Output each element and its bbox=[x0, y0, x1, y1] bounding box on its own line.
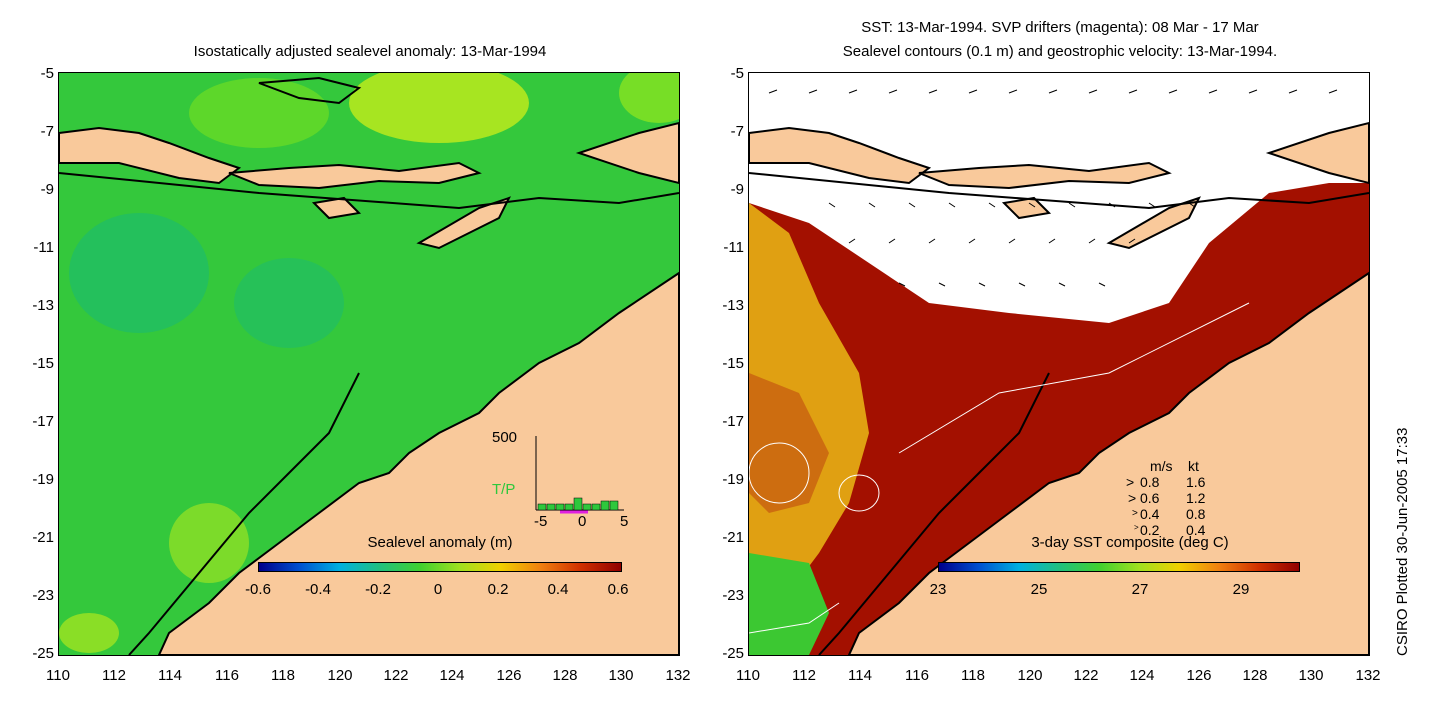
legend-arrow-icon: > bbox=[1134, 523, 1139, 532]
legend-header-kt: kt bbox=[1188, 458, 1199, 474]
y-tick: -7 bbox=[40, 123, 54, 140]
left-map-title: Isostatically adjusted sealevel anomaly:… bbox=[193, 43, 547, 60]
x-tick: 112 bbox=[792, 667, 816, 684]
x-tick: 130 bbox=[1298, 667, 1324, 684]
right-colorbar-tick: 23 bbox=[929, 581, 947, 598]
legend-ms-value: 0.8 bbox=[1140, 474, 1160, 490]
x-tick: 126 bbox=[1186, 667, 1212, 684]
inset-bars bbox=[535, 436, 624, 514]
inset-y-label: 500 bbox=[492, 429, 518, 446]
inset-series-label: T/P bbox=[492, 481, 516, 498]
x-tick: 128 bbox=[1242, 667, 1268, 684]
left-sealevel-map bbox=[58, 72, 680, 656]
left-colorbar-label: Sealevel anomaly (m) bbox=[367, 534, 513, 551]
left-colorbar-tick: -0.6 bbox=[245, 581, 271, 598]
left-colorbar-tick: 0 bbox=[433, 581, 443, 598]
y-tick: -5 bbox=[40, 65, 54, 82]
x-tick: 124 bbox=[439, 667, 465, 684]
x-tick: 120 bbox=[327, 667, 353, 684]
y-tick: -11 bbox=[723, 239, 744, 256]
legend-arrow-icon: > bbox=[1132, 508, 1138, 519]
legend-arrow-icon: > bbox=[1128, 490, 1137, 506]
legend-kt-value: 0.4 bbox=[1186, 522, 1206, 538]
inset-x-tick: 0 bbox=[578, 513, 587, 530]
legend-ms-value: 0.6 bbox=[1140, 490, 1160, 506]
left-colorbar-tick: 0.4 bbox=[547, 581, 569, 598]
left-colorbar-tick: -0.2 bbox=[365, 581, 391, 598]
tp-inset: 500 T/P -5 0 5 bbox=[490, 430, 630, 530]
y-tick: -7 bbox=[730, 123, 744, 140]
x-tick: 118 bbox=[271, 667, 295, 684]
legend-kt-value: 0.8 bbox=[1186, 506, 1206, 522]
y-tick: -23 bbox=[32, 587, 54, 604]
right-colorbar-label: 3-day SST composite (deg C) bbox=[1031, 534, 1229, 551]
x-tick: 130 bbox=[608, 667, 634, 684]
x-tick: 132 bbox=[665, 667, 691, 684]
inset-x-tick: 5 bbox=[620, 513, 629, 530]
x-tick: 128 bbox=[552, 667, 578, 684]
right-sst-map bbox=[748, 72, 1370, 656]
y-tick: -21 bbox=[722, 529, 744, 546]
x-tick: 118 bbox=[961, 667, 985, 684]
right-colorbar-tick: 29 bbox=[1232, 581, 1250, 598]
x-tick: 114 bbox=[848, 667, 872, 684]
x-tick: 122 bbox=[1073, 667, 1099, 684]
y-tick: -17 bbox=[722, 413, 744, 430]
y-tick: -15 bbox=[722, 355, 744, 372]
right-colorbar bbox=[938, 562, 1300, 572]
x-tick: 110 bbox=[46, 667, 70, 684]
y-tick: -19 bbox=[32, 471, 54, 488]
y-tick: -17 bbox=[32, 413, 54, 430]
left-map-graphic bbox=[59, 73, 679, 655]
right-colorbar-tick: 25 bbox=[1030, 581, 1048, 598]
right-map-title-line1: SST: 13-Mar-1994. SVP drifters (magenta)… bbox=[861, 19, 1259, 36]
x-tick: 126 bbox=[496, 667, 522, 684]
left-colorbar bbox=[258, 562, 622, 572]
y-tick: -23 bbox=[722, 587, 744, 604]
y-tick: -9 bbox=[730, 181, 744, 198]
y-tick: -25 bbox=[722, 645, 744, 662]
y-tick: -25 bbox=[32, 645, 54, 662]
y-tick: -15 bbox=[32, 355, 54, 372]
x-tick: 120 bbox=[1017, 667, 1043, 684]
left-colorbar-tick: 0.2 bbox=[487, 581, 509, 598]
y-tick: -19 bbox=[722, 471, 744, 488]
y-tick: -13 bbox=[722, 297, 744, 314]
x-tick: 114 bbox=[158, 667, 182, 684]
x-tick: 132 bbox=[1355, 667, 1381, 684]
x-tick: 116 bbox=[215, 667, 239, 684]
left-colorbar-tick: -0.4 bbox=[305, 581, 331, 598]
inset-x-tick: -5 bbox=[534, 513, 548, 530]
y-tick: -11 bbox=[33, 239, 54, 256]
plot-credit: CSIRO Plotted 30-Jun-2005 17:33 bbox=[1394, 427, 1411, 656]
x-tick: 112 bbox=[102, 667, 126, 684]
right-map-graphic bbox=[749, 73, 1369, 655]
right-map-title-line2: Sealevel contours (0.1 m) and geostrophi… bbox=[842, 43, 1278, 60]
legend-kt-value: 1.6 bbox=[1186, 474, 1206, 490]
x-tick: 122 bbox=[383, 667, 409, 684]
y-tick: -9 bbox=[40, 181, 54, 198]
y-tick: -21 bbox=[32, 529, 54, 546]
legend-header-ms: m/s bbox=[1150, 458, 1173, 474]
legend-ms-value: 0.2 bbox=[1140, 522, 1160, 538]
right-colorbar-tick: 27 bbox=[1131, 581, 1149, 598]
legend-arrow-icon: > bbox=[1126, 474, 1135, 490]
y-tick: -5 bbox=[730, 65, 744, 82]
x-tick: 116 bbox=[905, 667, 929, 684]
x-tick: 110 bbox=[736, 667, 760, 684]
y-tick: -13 bbox=[32, 297, 54, 314]
x-tick: 124 bbox=[1129, 667, 1155, 684]
legend-kt-value: 1.2 bbox=[1186, 490, 1206, 506]
left-colorbar-tick: 0.6 bbox=[607, 581, 629, 598]
velocity-arrows bbox=[768, 89, 1338, 287]
legend-ms-value: 0.4 bbox=[1140, 506, 1160, 522]
